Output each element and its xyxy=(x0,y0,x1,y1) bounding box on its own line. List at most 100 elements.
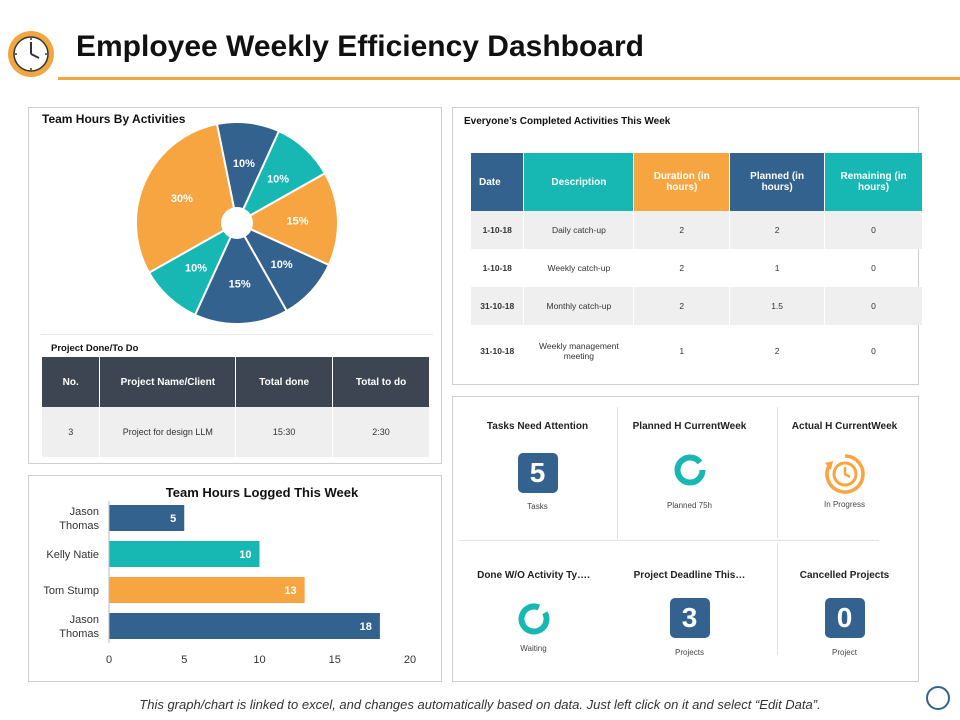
divider xyxy=(41,334,433,335)
bar-category-label: Jason Thomas xyxy=(59,614,99,640)
cell-project: Project for design LLM xyxy=(99,407,237,457)
cell-date: 1-10-18 xyxy=(471,249,525,287)
cell-planned: 2 xyxy=(729,325,826,377)
table-row[interactable]: 31-10-18 Monthly catch-up 2 1.5 0 xyxy=(471,287,923,325)
col-header-remaining[interactable]: Remaining (in hours) xyxy=(824,153,923,211)
x-tick-label: 5 xyxy=(181,654,187,666)
cell-date: 31-10-18 xyxy=(471,287,525,325)
kpi-caption: Projects xyxy=(675,648,704,657)
bar[interactable] xyxy=(109,613,380,639)
col-header-planned[interactable]: Planned (in hours) xyxy=(729,153,826,211)
cell-remaining: 0 xyxy=(824,249,923,287)
col-header-description[interactable]: Description xyxy=(523,153,635,211)
table-row[interactable]: 1-10-18 Weekly catch-up 2 1 0 xyxy=(471,249,923,287)
kpi-actual-hours[interactable]: Actual H CurrentWeek In Progress xyxy=(767,421,922,509)
bar[interactable] xyxy=(109,541,260,567)
pie-slice[interactable] xyxy=(193,220,289,325)
kpi-tasks-attention[interactable]: Tasks Need Attention 5 Tasks xyxy=(460,421,615,511)
table-row[interactable]: 3 Project for design LLM 15:30 2:30 xyxy=(42,407,430,457)
bar-value-label: 13 xyxy=(284,585,296,597)
title-divider xyxy=(58,77,960,80)
bar-category-label: Jason Thomas xyxy=(59,506,99,532)
cell-duration: 2 xyxy=(633,287,731,325)
bar-title: Team Hours Logged This Week xyxy=(165,485,359,500)
pie-slice-label: 10% xyxy=(233,158,255,170)
cell-duration: 2 xyxy=(633,211,731,249)
kpi-project-deadline[interactable]: Project Deadline This… 3 Projects xyxy=(612,570,767,657)
x-tick-label: 0 xyxy=(106,654,112,666)
cell-planned: 1.5 xyxy=(729,287,826,325)
col-header-no[interactable]: No. xyxy=(42,357,101,407)
cell-total-done: 15:30 xyxy=(235,407,334,457)
activities-table-panel: Everyone’s Completed Activities This Wee… xyxy=(452,107,923,385)
cell-total-todo: 2:30 xyxy=(332,407,430,457)
activities-table: Date Description Duration (in hours) Pla… xyxy=(471,153,923,377)
table-row[interactable]: 31-10-18 Weekly management meeting 1 2 0 xyxy=(471,325,923,377)
bar[interactable] xyxy=(109,577,305,603)
kpi-caption: Project xyxy=(832,648,857,657)
x-tick-label: 10 xyxy=(253,654,265,666)
col-header-date[interactable]: Date xyxy=(471,153,525,211)
pie-chart: 10% 10% 15% 10% 15% 10% 30% xyxy=(135,121,339,325)
activities-pie-panel: Team Hours By Activities 10% 10% 15% 10% 15%… xyxy=(28,107,442,464)
cell-duration: 1 xyxy=(633,325,731,377)
kpi-caption: Waiting xyxy=(520,644,547,653)
footnote: This graph/chart is linked to excel, and… xyxy=(139,697,821,712)
table-row[interactable]: 1-10-18 Daily catch-up 2 2 0 xyxy=(471,211,923,249)
col-header-total-todo[interactable]: Total to do xyxy=(332,357,430,407)
cell-date: 31-10-18 xyxy=(471,325,525,377)
col-header-duration[interactable]: Duration (in hours) xyxy=(633,153,731,211)
bar[interactable] xyxy=(109,505,185,531)
clock-icon xyxy=(6,29,56,79)
pie-slice-label: 15% xyxy=(287,215,309,227)
pie-slice-label: 15% xyxy=(229,279,251,291)
project-table-title: Project Done/To Do xyxy=(51,343,139,354)
kpi-title: Planned H CurrentWeek xyxy=(632,421,747,432)
cell-remaining: 0 xyxy=(824,211,923,249)
cell-duration: 2 xyxy=(633,249,731,287)
kpi-done-wo-activity[interactable]: Done W/O Activity Ty…. Waiting xyxy=(456,570,611,653)
donut-progress-icon xyxy=(516,601,552,637)
bar-category-label: Tom Stump xyxy=(43,585,99,597)
project-table: No. Project Name/Client Total done Total… xyxy=(42,357,430,457)
pie-slice-label: 30% xyxy=(171,193,193,205)
x-tick-label: 15 xyxy=(329,654,341,666)
pie-slice[interactable] xyxy=(135,122,239,275)
pie-slice-label: 10% xyxy=(267,173,289,185)
kpi-panel: Tasks Need Attention 5 Tasks Planned H C… xyxy=(452,396,919,682)
hours-bar-panel: Team Hours Logged This Week 5 Jason Thomas… xyxy=(28,475,442,682)
pie-title: Team Hours By Activities xyxy=(42,112,186,126)
bar-category-label: Kelly Natie xyxy=(46,549,99,561)
kpi-title: Done W/O Activity Ty…. xyxy=(477,570,590,581)
kpi-title: Tasks Need Attention xyxy=(486,421,589,432)
kpi-planned-hours[interactable]: Planned H CurrentWeek Planned 75h xyxy=(612,421,767,510)
col-header-total-done[interactable]: Total done xyxy=(235,357,334,407)
cell-description: Daily catch-up xyxy=(523,211,635,249)
pie-slice[interactable] xyxy=(234,171,339,267)
circle-icon[interactable] xyxy=(926,686,950,710)
cell-description: Weekly catch-up xyxy=(523,249,635,287)
bar-value-label: 10 xyxy=(239,549,251,561)
divider xyxy=(617,407,618,539)
pie-center-hole xyxy=(221,207,253,239)
cell-no: 3 xyxy=(42,407,101,457)
cell-planned: 1 xyxy=(729,249,826,287)
cell-remaining: 0 xyxy=(824,325,923,377)
cell-planned: 2 xyxy=(729,211,826,249)
kpi-value: 5 xyxy=(517,453,558,493)
pie-slice-label: 10% xyxy=(185,263,207,275)
kpi-title: Cancelled Projects xyxy=(799,570,890,581)
bar-value-label: 18 xyxy=(360,621,372,633)
kpi-cancelled-projects[interactable]: Cancelled Projects 0 Project xyxy=(767,570,922,657)
kpi-caption: In Progress xyxy=(824,500,865,509)
activities-title: Everyone’s Completed Activities This Wee… xyxy=(464,116,671,127)
kpi-value: 0 xyxy=(824,598,865,638)
cell-date: 1-10-18 xyxy=(471,211,525,249)
page-title: Employee Weekly Efficiency Dashboard xyxy=(76,30,644,63)
pie-slice-label: 10% xyxy=(271,259,293,271)
kpi-caption: Tasks xyxy=(527,502,548,511)
cell-description: Weekly management meeting xyxy=(523,325,635,377)
divider xyxy=(777,543,778,655)
col-header-project[interactable]: Project Name/Client xyxy=(99,357,237,407)
divider xyxy=(777,407,778,539)
